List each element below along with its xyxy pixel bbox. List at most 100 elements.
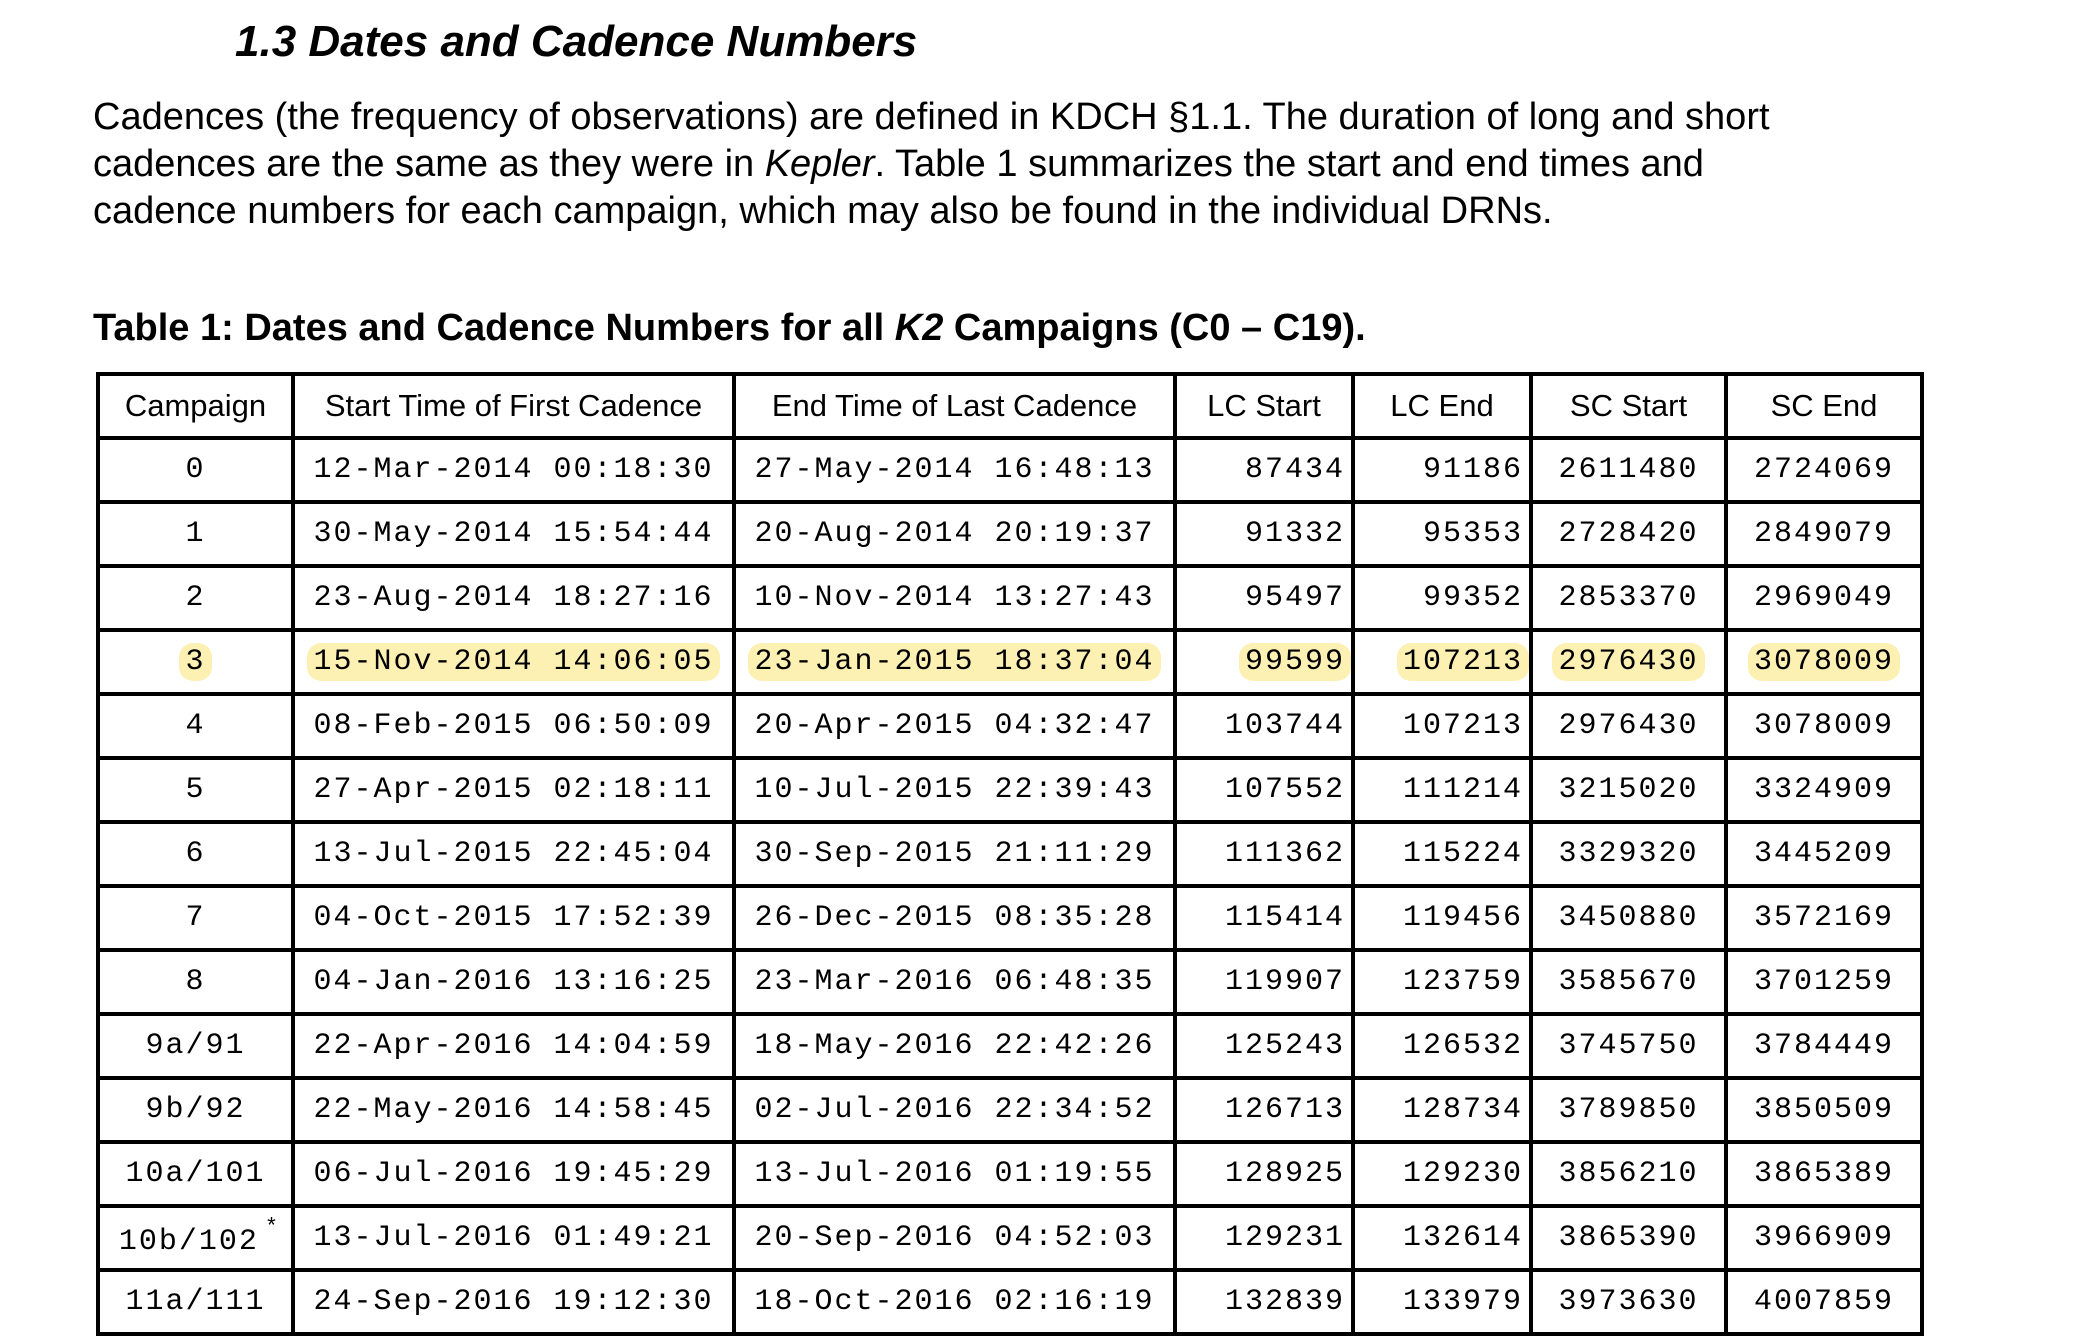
sc-start-cell: 3329320 xyxy=(1529,820,1728,888)
campaign-cell: 5 xyxy=(96,756,295,824)
campaign-cell-text: 10a/101 xyxy=(125,1157,266,1191)
sc-start-cell: 3585670 xyxy=(1529,948,1728,1016)
end-time-cell: 20-Apr-2015 04:32:47 xyxy=(732,692,1177,760)
lc-end-cell-text: 132614 xyxy=(1402,1221,1523,1255)
sc-start-cell-text: 3745750 xyxy=(1558,1029,1699,1063)
sc-start-cell-text: 3450880 xyxy=(1558,901,1699,935)
header-campaign: Campaign xyxy=(96,372,295,440)
sc-start-cell-text: 2853370 xyxy=(1558,581,1699,615)
lc-start-cell-text: 126713 xyxy=(1224,1093,1345,1127)
end-time-cell: 23-Jan-2015 18:37:04 xyxy=(732,628,1177,696)
campaign-cell-text: 1 xyxy=(185,517,206,551)
sc-start-cell-text: 2976430 xyxy=(1558,709,1699,743)
campaign-cell: 10a/101 xyxy=(96,1140,295,1208)
sc-end-cell-text: 3850509 xyxy=(1753,1093,1895,1127)
lc-start-cell-text: 115414 xyxy=(1224,901,1345,935)
lc-start-cell: 132839 xyxy=(1173,1268,1355,1336)
end-time-cell: 10-Nov-2014 13:27:43 xyxy=(732,564,1177,632)
end-time-cell: 18-Oct-2016 02:16:19 xyxy=(732,1268,1177,1336)
lc-start-cell-text: 119907 xyxy=(1224,965,1345,999)
campaign-cell-text: 10b/102 xyxy=(118,1225,259,1259)
end-time-cell-text: 10-Nov-2014 13:27:43 xyxy=(754,581,1155,615)
lc-end-cell: 115224 xyxy=(1351,820,1533,888)
campaign-cell: 2 xyxy=(96,564,295,632)
table-row: 10a/101 06-Jul-2016 19:45:29 13-Jul-2016 0… xyxy=(96,1140,1924,1208)
sc-end-cell: 3784449 xyxy=(1724,1012,1924,1080)
sc-end-cell-text: 3865389 xyxy=(1753,1157,1895,1191)
sc-start-cell-text: 3856210 xyxy=(1558,1157,1699,1191)
lc-start-cell: 107552 xyxy=(1173,756,1355,824)
lc-start-cell: 125243 xyxy=(1173,1012,1355,1080)
start-time-cell: 08-Feb-2015 06:50:09 xyxy=(291,692,736,760)
lc-start-cell: 103744 xyxy=(1173,692,1355,760)
start-time-cell: 30-May-2014 15:54:44 xyxy=(291,500,736,568)
lc-end-cell-text: 107213 xyxy=(1402,709,1523,743)
start-time-cell-text: 06-Jul-2016 19:45:29 xyxy=(313,1157,714,1191)
sc-start-cell: 2976430 xyxy=(1529,628,1728,696)
header-lc-start: LC Start xyxy=(1173,372,1355,440)
lc-end-cell: 132614 xyxy=(1351,1204,1533,1272)
campaign-cell-text: 11a/111 xyxy=(125,1285,266,1319)
lc-end-cell-text: 99352 xyxy=(1422,581,1523,615)
lc-start-cell: 115414 xyxy=(1173,884,1355,952)
sc-end-cell-text: 2969049 xyxy=(1753,581,1895,615)
table-row: 11a/111 24-Sep-2016 19:12:30 18-Oct-2016 0… xyxy=(96,1268,1924,1336)
end-time-cell: 26-Dec-2015 08:35:28 xyxy=(732,884,1177,952)
lc-start-cell: 91332 xyxy=(1173,500,1355,568)
campaign-cell: 0 xyxy=(96,436,295,504)
lc-end-cell-text: 115224 xyxy=(1402,837,1523,871)
lc-start-cell: 128925 xyxy=(1173,1140,1355,1208)
lc-start-cell: 129231 xyxy=(1173,1204,1355,1272)
lc-end-cell: 111214 xyxy=(1351,756,1533,824)
lc-end-cell: 99352 xyxy=(1351,564,1533,632)
lc-start-cell: 111362 xyxy=(1173,820,1355,888)
sc-end-cell-text: 3701259 xyxy=(1753,965,1895,999)
lc-end-cell: 129230 xyxy=(1351,1140,1533,1208)
lc-start-cell-text: 125243 xyxy=(1224,1029,1345,1063)
sc-end-cell: 3078009 xyxy=(1724,692,1924,760)
end-time-cell-text: 20-Apr-2015 04:32:47 xyxy=(754,709,1155,743)
lc-start-cell-text: 103744 xyxy=(1224,709,1345,743)
sc-start-cell-text: 2728420 xyxy=(1558,517,1699,551)
sc-end-cell-text: 3966909 xyxy=(1753,1221,1895,1255)
start-time-cell-text: 30-May-2014 15:54:44 xyxy=(313,517,714,551)
end-time-cell-text: 20-Aug-2014 20:19:37 xyxy=(754,517,1155,551)
sc-start-cell-text: 3215020 xyxy=(1558,773,1699,807)
end-time-cell: 30-Sep-2015 21:11:29 xyxy=(732,820,1177,888)
start-time-cell: 23-Aug-2014 18:27:16 xyxy=(291,564,736,632)
campaign-cell-text: 2 xyxy=(185,581,206,615)
campaign-cell: 3 xyxy=(96,628,295,696)
sc-end-cell-text: 3445209 xyxy=(1753,837,1895,871)
start-time-cell-text: 13-Jul-2015 22:45:04 xyxy=(313,837,714,871)
lc-start-cell-text: 111362 xyxy=(1224,837,1345,871)
lc-end-cell: 107213 xyxy=(1351,628,1533,696)
lc-end-cell-text: 91186 xyxy=(1422,453,1523,487)
start-time-cell-text: 08-Feb-2015 06:50:09 xyxy=(313,709,714,743)
end-time-cell-text: 30-Sep-2015 21:11:29 xyxy=(754,837,1155,871)
campaign-cell: 11a/111 xyxy=(96,1268,295,1336)
campaign-cell-text: 0 xyxy=(185,453,206,487)
header-sc-start: SC Start xyxy=(1529,372,1728,440)
lc-end-cell-text: 126532 xyxy=(1402,1029,1523,1063)
sc-end-cell: 2849079 xyxy=(1724,500,1924,568)
campaign-cell-text: 9a/91 xyxy=(145,1029,246,1063)
campaign-cell-text: 5 xyxy=(185,773,206,807)
footnote-marker: * xyxy=(264,1215,279,1240)
start-time-cell: 04-Jan-2016 13:16:25 xyxy=(291,948,736,1016)
lc-end-cell-text: 107213 xyxy=(1396,643,1527,681)
start-time-cell-text: 13-Jul-2016 01:49:21 xyxy=(313,1221,714,1255)
table-row: 3 15-Nov-2014 14:06:05 23-Jan-2015 18:37:0… xyxy=(96,628,1924,696)
sc-end-cell: 3966909 xyxy=(1724,1204,1924,1272)
campaign-cell: 9a/91 xyxy=(96,1012,295,1080)
end-time-cell: 27-May-2014 16:48:13 xyxy=(732,436,1177,504)
sc-end-cell-text: 4007859 xyxy=(1753,1285,1895,1319)
sc-end-cell-text: 2849079 xyxy=(1753,517,1895,551)
campaign-cell: 1 xyxy=(96,500,295,568)
lc-end-cell-text: 133979 xyxy=(1402,1285,1523,1319)
lc-start-cell-text: 128925 xyxy=(1224,1157,1345,1191)
sc-end-cell-text: 3784449 xyxy=(1753,1029,1895,1063)
sc-end-cell: 2969049 xyxy=(1724,564,1924,632)
lc-end-cell-text: 128734 xyxy=(1402,1093,1523,1127)
lc-start-cell: 126713 xyxy=(1173,1076,1355,1144)
start-time-cell: 22-May-2016 14:58:45 xyxy=(291,1076,736,1144)
